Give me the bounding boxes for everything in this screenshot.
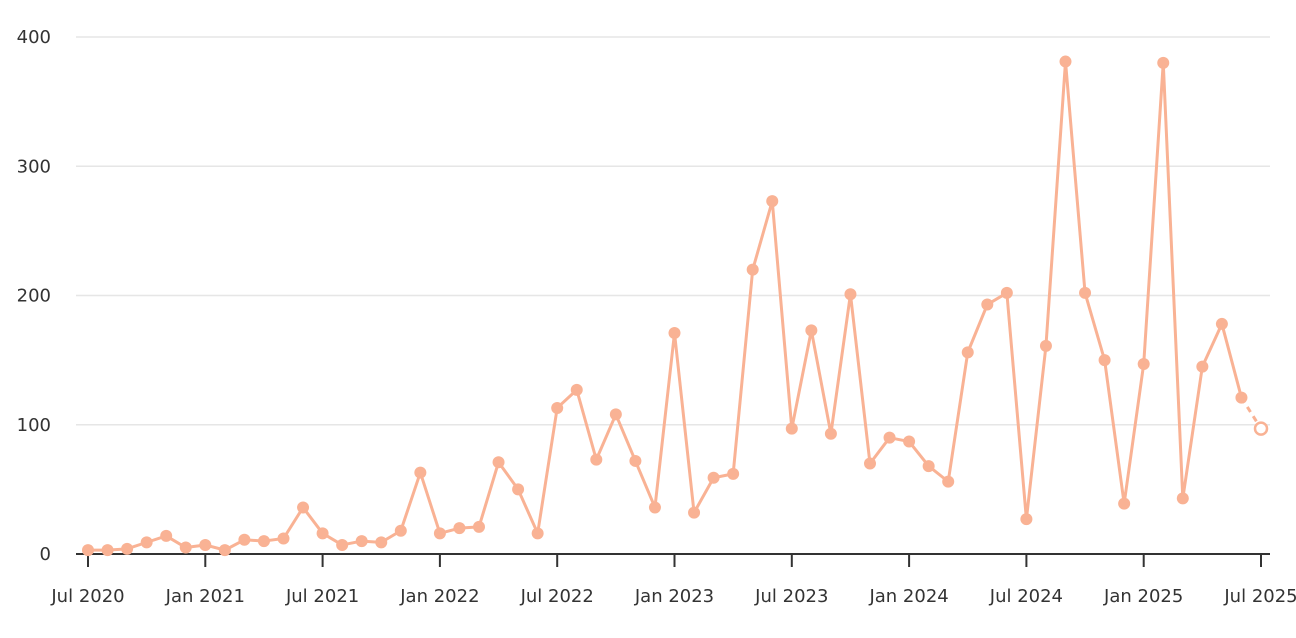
data-point [355, 535, 368, 548]
data-point [121, 542, 134, 555]
data-point [101, 544, 114, 557]
grid-lines [76, 36, 1270, 426]
data-point [1020, 513, 1033, 526]
data-point [1215, 317, 1228, 330]
data-point-partial [1253, 421, 1269, 436]
data-point [1118, 497, 1131, 510]
data-point [922, 460, 935, 473]
x-axis-ticks [87, 554, 1262, 567]
data-point [668, 326, 681, 339]
data-point [590, 453, 603, 466]
data-series [82, 55, 1269, 557]
y-tick-label: 200 [17, 286, 51, 307]
data-point [473, 520, 485, 533]
data-point [570, 383, 583, 396]
y-tick-label: 400 [17, 27, 51, 48]
x-tick-label: Jul 2024 [989, 586, 1063, 607]
data-point [844, 288, 857, 301]
x-tick-label: Jan 2021 [165, 586, 245, 607]
data-point [629, 454, 642, 467]
x-tick-label: Jul 2020 [50, 586, 124, 607]
y-tick-label: 100 [17, 415, 51, 436]
data-point [805, 324, 818, 337]
x-axis-tick-labels: Jul 2020 Jan 2021 Jul 2021 Jan 2022 Jul 2022… [50, 586, 1296, 607]
data-point [766, 195, 779, 208]
x-tick-label: Jul 2025 [1223, 586, 1296, 607]
x-tick-label: Jul 2023 [754, 586, 828, 607]
y-axis-tick-labels: 0 100 200 300 400 [17, 27, 51, 565]
data-point [1196, 360, 1209, 373]
x-tick-label: Jan 2024 [868, 586, 948, 607]
data-point [688, 506, 701, 519]
data-point [707, 471, 720, 484]
data-point [942, 475, 955, 488]
y-tick-label: 0 [40, 544, 51, 565]
data-point [746, 263, 759, 276]
x-tick-label: Jul 2022 [520, 586, 594, 607]
data-point [238, 533, 251, 546]
data-point [1039, 339, 1052, 352]
data-point [824, 427, 837, 440]
data-point [512, 483, 525, 496]
data-point [277, 532, 290, 545]
data-point [864, 457, 876, 470]
data-point [394, 524, 407, 537]
data-point [1137, 358, 1150, 371]
data-point [1079, 286, 1092, 299]
data-point [375, 536, 388, 549]
data-point [1000, 286, 1013, 299]
data-point [883, 431, 896, 444]
series-line [88, 60, 1243, 552]
data-point [414, 466, 427, 479]
data-point [609, 408, 622, 421]
data-point [981, 298, 994, 311]
data-point [531, 527, 544, 540]
x-tick-label: Jan 2023 [634, 586, 714, 607]
data-point [785, 422, 798, 435]
data-point [160, 529, 173, 542]
x-tick-label: Jan 2022 [399, 586, 479, 607]
data-point [140, 536, 153, 549]
data-point [453, 522, 466, 535]
data-point [551, 401, 564, 414]
data-point [179, 541, 192, 554]
data-point [1235, 391, 1248, 404]
data-point [1176, 492, 1189, 505]
data-point [1098, 354, 1111, 367]
data-point [297, 501, 310, 514]
data-point [648, 501, 661, 514]
data-point [257, 535, 270, 548]
data-point [1157, 56, 1170, 69]
data-point [903, 435, 916, 448]
data-point [82, 544, 94, 557]
data-point [218, 544, 231, 557]
data-point [1059, 55, 1072, 68]
data-point [316, 527, 329, 540]
x-tick-label: Jul 2021 [285, 586, 359, 607]
x-tick-label: Jan 2025 [1103, 586, 1183, 607]
data-point [492, 456, 505, 469]
y-tick-label: 300 [17, 156, 51, 177]
data-point [727, 467, 740, 480]
data-point [199, 538, 212, 551]
data-point [336, 538, 349, 551]
data-point [961, 346, 974, 359]
data-point [433, 527, 446, 540]
